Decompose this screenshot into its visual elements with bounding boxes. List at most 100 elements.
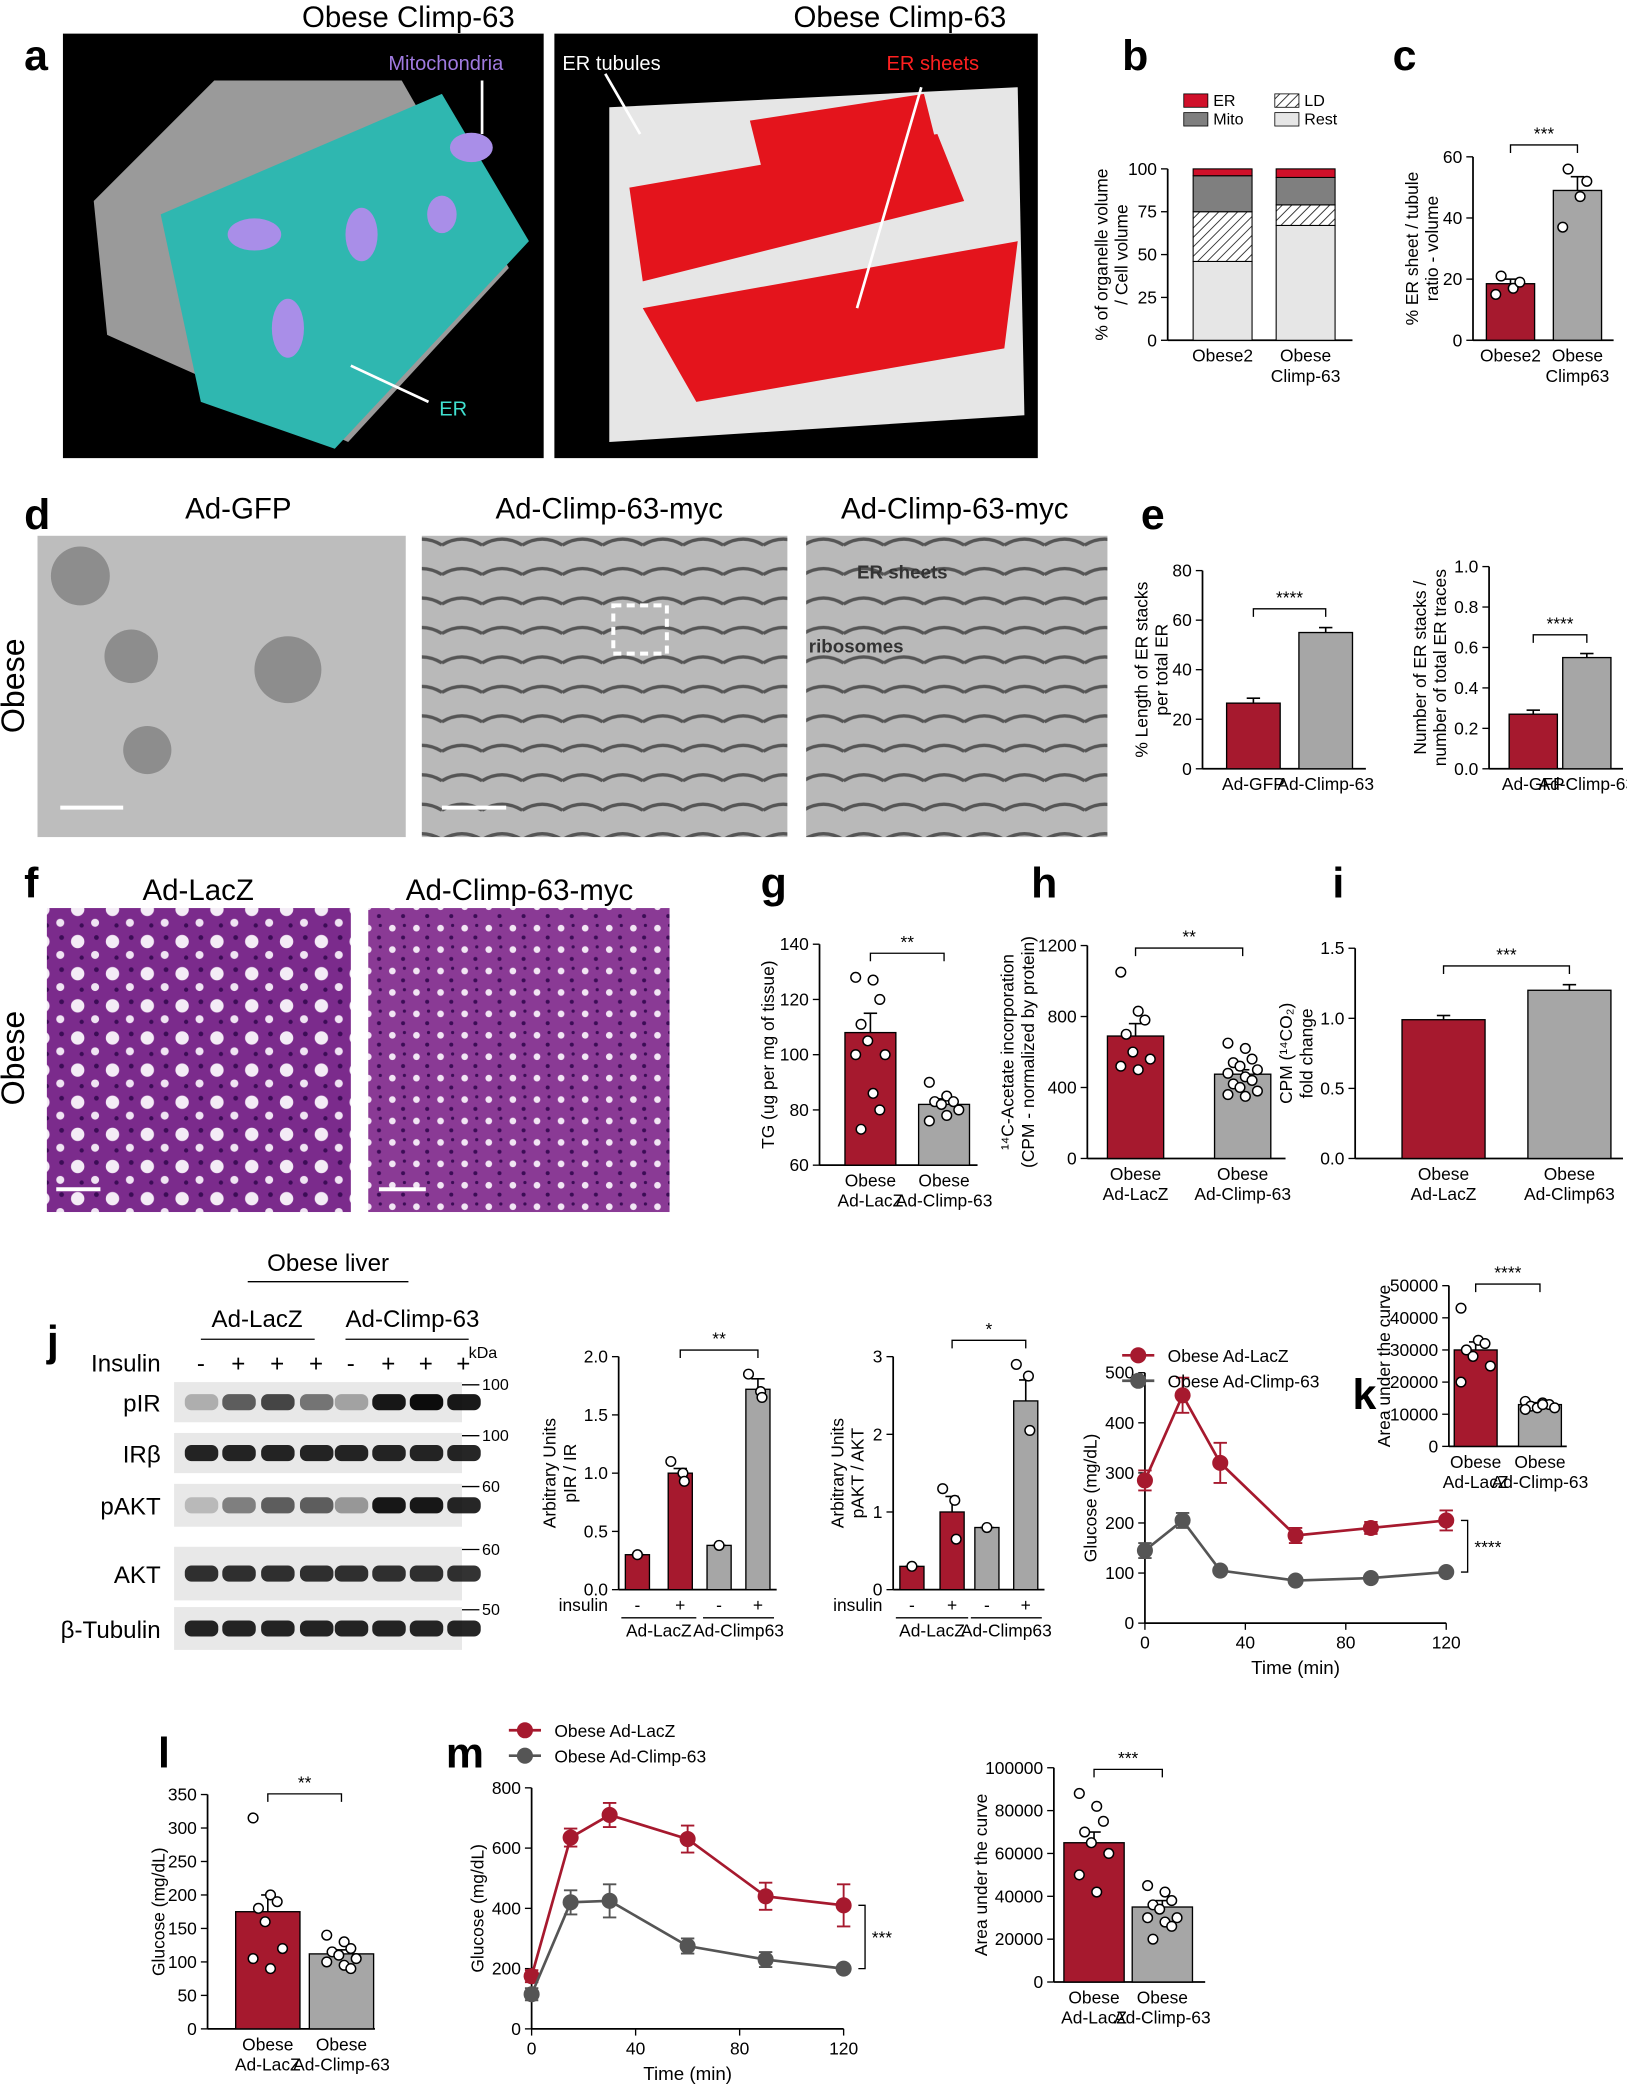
y-tick-label: 0.0	[1454, 759, 1478, 779]
y-tick-label: 300	[1105, 1463, 1134, 1483]
y-axis-label: Glucose (mg/dL)	[467, 1844, 487, 1973]
blot-band	[447, 1497, 481, 1514]
y-tick-label: 25	[1138, 287, 1157, 307]
significance-label: **	[298, 1773, 312, 1793]
significance-label: ****	[1474, 1537, 1501, 1557]
blot-band	[447, 1620, 481, 1637]
y-tick-label: 2.0	[584, 1347, 608, 1367]
image-f	[46, 908, 670, 1213]
line-point	[1438, 1564, 1455, 1581]
data-point	[1144, 1053, 1156, 1065]
line-point	[1212, 1562, 1229, 1579]
data-point	[1549, 1402, 1561, 1414]
data-point	[259, 1916, 271, 1928]
x-tick-label: -	[716, 1595, 722, 1615]
bar	[1508, 713, 1559, 770]
data-point	[862, 1035, 874, 1047]
panel-letter: a	[24, 32, 49, 80]
bar	[745, 1388, 771, 1591]
line-point	[1287, 1572, 1304, 1589]
blot-band	[409, 1620, 444, 1637]
blot-band	[299, 1497, 334, 1514]
significance-label: **	[900, 932, 914, 952]
y-axis-label: pAKT / AKT	[848, 1428, 868, 1519]
significance-label: ***	[1496, 945, 1517, 965]
y-axis-label: % Length of ER stacks	[1132, 581, 1152, 757]
y-tick-label: 0.5	[584, 1521, 608, 1541]
y-tick-label: 80000	[995, 1801, 1043, 1821]
y-axis-label: ¹⁴C-Acetate incorporation	[998, 954, 1018, 1150]
bar	[1063, 1842, 1125, 1983]
legend-label: Obese Ad-LacZ	[554, 1721, 675, 1741]
legend-marker	[1130, 1372, 1147, 1389]
data-point	[1091, 1886, 1103, 1898]
x-tick-label: Obese2	[1192, 346, 1253, 366]
data-point	[1097, 1815, 1109, 1827]
y-tick-label: 50000	[1390, 1276, 1438, 1296]
significance-label: ****	[1276, 587, 1303, 607]
x-tick-label: Obese Climp63	[1546, 346, 1610, 386]
legend-swatch	[1274, 93, 1300, 108]
y-tick-label: 400	[1048, 1078, 1077, 1098]
data-point	[923, 1115, 935, 1127]
blot-band	[447, 1445, 481, 1462]
significance-bracket	[869, 952, 945, 962]
blot-insulin-sign: -	[347, 1350, 355, 1377]
image-label: ER sheets	[886, 53, 979, 75]
x-tick-label: Ad-Climp-63	[1277, 774, 1374, 794]
legend-label: Rest	[1304, 111, 1338, 129]
data-point	[1557, 221, 1569, 233]
blot-band	[222, 1620, 256, 1637]
y-tick-label: 100	[1105, 1563, 1134, 1583]
data-point	[1537, 1399, 1549, 1411]
data-point	[1132, 1005, 1144, 1017]
x-tick-label: 0	[1140, 1633, 1150, 1653]
data-point	[879, 1049, 891, 1061]
line-point	[1362, 1570, 1379, 1587]
blot-band	[372, 1394, 406, 1411]
blot-band	[261, 1620, 295, 1637]
y-tick-label: 60	[1172, 610, 1191, 630]
data-point	[855, 1123, 867, 1135]
significance-label: ****	[1547, 613, 1574, 633]
blot-marker: 100	[482, 1427, 509, 1445]
y-tick-label: 40	[1172, 660, 1191, 680]
y-axis-label: % ER sheet / tubule	[1402, 172, 1422, 326]
blot-band	[299, 1394, 334, 1411]
bar-segment	[1192, 260, 1253, 341]
blot-band	[299, 1620, 334, 1637]
y-tick-label: 200	[492, 1959, 521, 1979]
y-tick-label: 100	[780, 1045, 809, 1065]
y-tick-label: 1200	[1038, 936, 1077, 956]
blot-band	[222, 1497, 256, 1514]
data-point	[1022, 1370, 1034, 1382]
image-a	[62, 33, 1038, 459]
y-tick-label: 100	[1128, 159, 1157, 179]
x-tick-label: +	[753, 1595, 763, 1615]
significance-label: ***	[1118, 1748, 1139, 1768]
data-point	[1166, 1920, 1178, 1932]
x-tick-label: +	[947, 1595, 957, 1615]
x-tick-label: Obese Ad-LacZ	[235, 2034, 301, 2074]
x-tick-label: Ad-GFP	[1222, 774, 1285, 794]
x-axis-label: Time (min)	[1251, 1657, 1340, 1678]
data-point	[345, 1963, 357, 1975]
x-tick-label: -	[984, 1595, 990, 1615]
legend-label: Obese Ad-LacZ	[1168, 1346, 1289, 1366]
bar	[1225, 702, 1281, 770]
data-point	[1010, 1358, 1022, 1370]
blot-band	[222, 1394, 256, 1411]
y-tick-label: 0	[187, 2019, 197, 2039]
data-point	[247, 1812, 259, 1824]
blot-band	[409, 1445, 444, 1462]
blot-insulin-sign: +	[456, 1350, 470, 1377]
bar	[667, 1472, 693, 1591]
blot-band	[184, 1620, 219, 1637]
y-tick-label: 0.4	[1454, 678, 1479, 698]
legend-marker	[516, 1722, 533, 1739]
data-point	[665, 1455, 677, 1468]
significance-bracket	[267, 1793, 343, 1802]
group-label: Ad-LacZ	[626, 1621, 692, 1641]
data-point	[850, 1049, 862, 1061]
data-point	[333, 1949, 345, 1961]
